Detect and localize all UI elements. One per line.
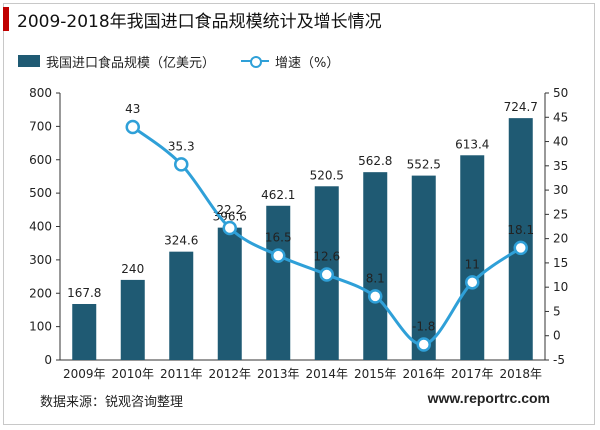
bar: [266, 205, 291, 360]
y-left-tick-label: 0: [44, 353, 52, 367]
growth-point: [222, 220, 237, 236]
y-left-tick-label: 600: [29, 153, 52, 167]
growth-value-label: 43: [125, 102, 140, 116]
y-left-tick-label: 200: [29, 286, 52, 300]
growth-value-label: 12.6: [313, 250, 340, 264]
growth-value-label: 18.1: [507, 223, 534, 237]
y-right-tick-label: 50: [553, 86, 568, 100]
x-tick-label: 2011年: [160, 367, 203, 381]
x-tick-label: 2015年: [354, 367, 397, 381]
bar-value-label: 562.8: [358, 154, 392, 168]
legend-line-marker: [250, 56, 263, 68]
bar: [411, 175, 436, 360]
growth-point: [174, 157, 189, 172]
bar-value-label: 552.5: [407, 158, 441, 172]
bar-value-label: 240: [121, 262, 144, 276]
growth-value-label: -1.8: [412, 319, 435, 333]
y-right-tick-label: 15: [553, 256, 568, 270]
growth-point: [271, 248, 286, 263]
growth-point: [319, 267, 334, 282]
bar-value-label: 520.5: [310, 168, 344, 182]
y-left-tick-label: 700: [29, 119, 52, 133]
growth-point: [416, 337, 431, 352]
x-tick-label: 2010年: [111, 367, 154, 381]
bar-value-label: 724.7: [504, 100, 538, 114]
legend-bar-swatch: [18, 55, 40, 67]
bar-value-label: 167.8: [67, 286, 101, 300]
legend-bar-label: 我国进口食品规模（亿美元）: [46, 55, 216, 71]
bar: [508, 118, 533, 360]
x-tick-label: 2018年: [499, 367, 542, 381]
y-left-tick-label: 100: [29, 320, 52, 334]
growth-value-label: 8.1: [366, 271, 385, 285]
legend-line-swatch: [241, 55, 270, 68]
x-tick-label: 2013年: [257, 367, 300, 381]
growth-point: [465, 275, 480, 290]
y-left-tick-label: 300: [29, 253, 52, 267]
y-left-tick-label: 500: [29, 186, 52, 200]
website-label: www.reportrc.com: [427, 390, 550, 406]
y-right-tick-label: -5: [553, 353, 565, 367]
bar-value-label: 324.6: [164, 234, 198, 248]
x-tick-label: 2017年: [451, 367, 494, 381]
x-tick-label: 2012年: [208, 367, 251, 381]
x-tick-label: 2016年: [402, 367, 445, 381]
y-right-tick-label: 35: [553, 159, 568, 173]
growth-value-label: 16.5: [265, 231, 292, 245]
y-right-tick-label: 10: [553, 280, 568, 294]
bar-value-label: 462.1: [261, 188, 295, 202]
chart-frame: [3, 3, 595, 425]
growth-point: [125, 119, 140, 135]
bar-value-label: 613.4: [455, 137, 489, 151]
bar: [217, 227, 242, 360]
x-tick-label: 2009年: [63, 367, 106, 381]
y-right-tick-label: 0: [553, 329, 561, 343]
bar: [460, 155, 485, 360]
y-right-tick-label: 25: [553, 207, 568, 221]
bar: [120, 279, 145, 360]
bar: [363, 172, 388, 360]
growth-value-label: 22.2: [216, 203, 243, 217]
y-right-tick-label: 5: [553, 304, 561, 318]
growth-value-label: 35.3: [168, 139, 195, 153]
data-source: 数据来源：锐观咨询整理: [40, 395, 184, 410]
growth-point: [368, 289, 383, 304]
legend-line-label: 增速（%）: [275, 55, 340, 71]
y-left-tick-label: 400: [29, 220, 52, 234]
x-tick-label: 2014年: [305, 367, 348, 381]
y-left-tick-label: 800: [29, 86, 52, 100]
title-accent: [3, 7, 9, 31]
y-right-tick-label: 40: [553, 135, 568, 149]
bar: [72, 303, 97, 360]
bar: [169, 251, 194, 360]
title-bar: 2009-2018年我国进口食品规模统计及增长情况: [3, 6, 382, 32]
growth-point: [513, 240, 528, 256]
y-right-tick-label: 20: [553, 232, 568, 246]
y-right-tick-label: 30: [553, 183, 568, 197]
growth-value-label: 11: [465, 257, 480, 271]
chart-legend: 我国进口食品规模（亿美元） 增速（%）: [18, 50, 339, 72]
y-right-tick-label: 45: [553, 110, 568, 124]
chart-title: 2009-2018年我国进口食品规模统计及增长情况: [17, 11, 382, 32]
